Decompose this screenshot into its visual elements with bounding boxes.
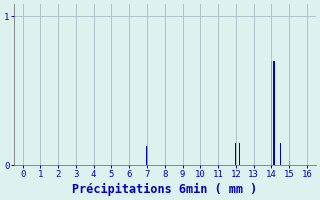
Bar (289, 161, 290, 165)
Bar (146, 146, 148, 165)
X-axis label: Précipitations 6min ( mm ): Précipitations 6min ( mm ) (72, 183, 257, 196)
Bar (271, 61, 272, 165)
Bar (239, 143, 240, 165)
Bar (235, 143, 236, 165)
Bar (280, 143, 281, 165)
Bar (274, 61, 275, 165)
